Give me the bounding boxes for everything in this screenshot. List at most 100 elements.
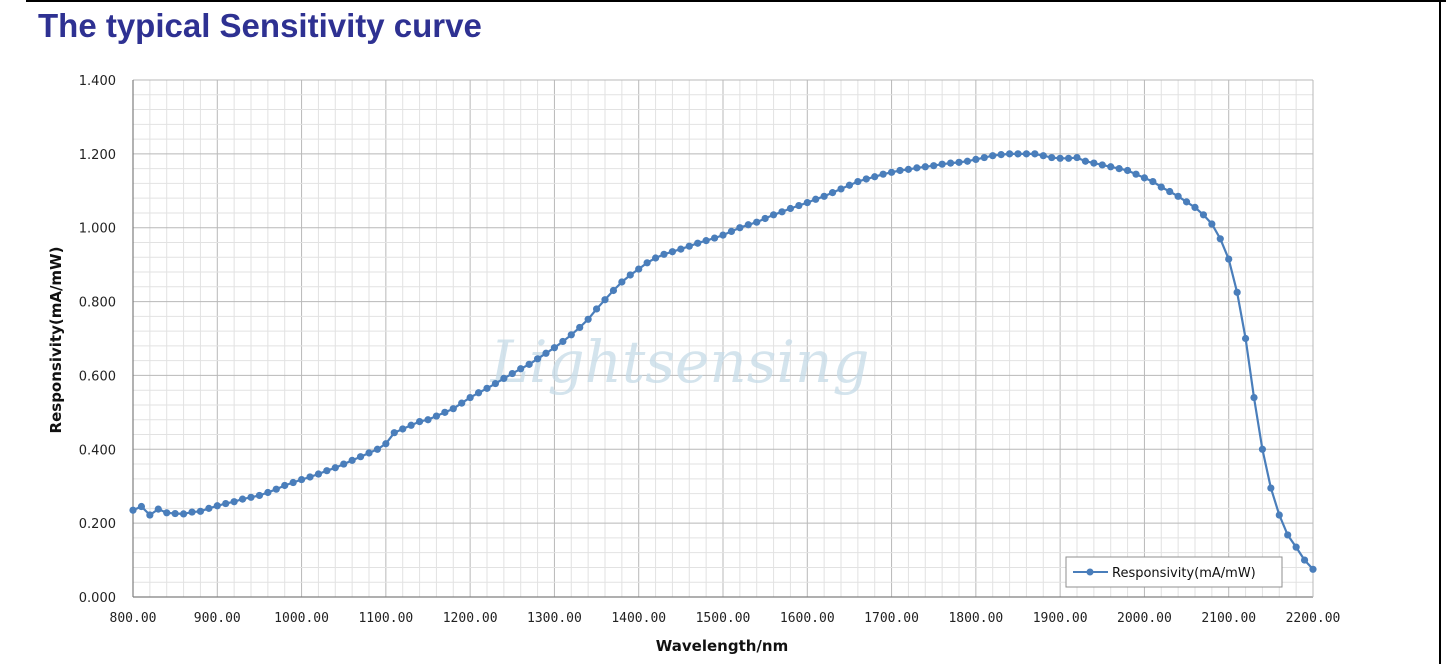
- data-point: [761, 214, 769, 223]
- data-point: [415, 417, 424, 426]
- x-tick-label: 2200.00: [1286, 611, 1341, 626]
- data-point: [719, 231, 727, 239]
- data-point: [837, 185, 845, 193]
- data-point: [1191, 203, 1199, 212]
- x-tick-label: 1800.00: [948, 611, 1003, 626]
- data-point: [1031, 150, 1039, 158]
- data-point: [213, 502, 221, 510]
- y-axis-title: Responsivity(mA/mW): [47, 247, 65, 434]
- x-tick-label: 1600.00: [780, 611, 835, 626]
- data-point: [1064, 154, 1073, 162]
- data-point: [980, 153, 988, 162]
- data-point: [812, 195, 820, 203]
- data-point: [635, 265, 643, 273]
- data-point: [803, 199, 811, 207]
- data-point: [449, 405, 457, 413]
- data-point: [474, 389, 483, 397]
- data-point: [222, 499, 230, 508]
- data-point: [1107, 163, 1115, 171]
- data-point: [297, 475, 306, 484]
- data-point: [1300, 556, 1309, 564]
- data-point: [373, 445, 382, 453]
- y-axis-ticks: 0.000 0.200 0.400 0.600 0.800 1.000 1.200 1.400: [79, 74, 116, 606]
- data-point: [517, 365, 525, 373]
- data-point: [795, 201, 803, 210]
- data-point: [1123, 166, 1132, 175]
- x-tick-label: 1100.00: [358, 611, 413, 626]
- data-point: [1149, 177, 1157, 186]
- data-point: [778, 208, 786, 216]
- data-point: [500, 374, 508, 382]
- y-tick-label: 0.800: [79, 296, 116, 311]
- data-point: [171, 509, 179, 518]
- data-point: [542, 349, 550, 357]
- data-point: [1140, 174, 1149, 182]
- data-point: [424, 416, 432, 424]
- data-point: [154, 505, 162, 513]
- data-point: [525, 360, 533, 368]
- data-point: [441, 408, 449, 416]
- data-point: [786, 204, 795, 213]
- data-point: [938, 160, 946, 168]
- x-tick-label: 1500.00: [696, 611, 751, 626]
- data-point: [694, 239, 702, 247]
- data-point: [1199, 211, 1208, 219]
- data-point: [1241, 334, 1250, 343]
- data-point: [1275, 511, 1283, 519]
- data-point: [845, 181, 854, 189]
- data-point: [146, 511, 154, 519]
- data-point: [643, 259, 651, 267]
- data-point: [710, 234, 719, 242]
- data-point: [458, 399, 466, 407]
- data-point: [323, 467, 331, 475]
- data-point: [677, 245, 685, 253]
- data-point: [1208, 220, 1216, 228]
- data-point: [1182, 198, 1191, 206]
- top-border-line: [26, 0, 1446, 2]
- data-point: [188, 508, 196, 516]
- data-point: [913, 164, 921, 172]
- data-point: [1250, 393, 1258, 402]
- data-point: [179, 510, 188, 518]
- data-point: [601, 296, 609, 304]
- data-point: [989, 152, 997, 160]
- data-point: [407, 421, 415, 429]
- data-point: [576, 323, 584, 332]
- y-tick-label: 0.200: [79, 517, 116, 532]
- watermark: Lightsensing: [489, 328, 869, 396]
- data-point: [904, 165, 913, 173]
- data-point: [196, 507, 205, 515]
- data-point: [921, 163, 929, 171]
- data-point: [651, 254, 660, 262]
- data-point: [340, 460, 348, 468]
- data-point: [871, 173, 879, 181]
- data-point: [390, 429, 398, 437]
- data-point: [1292, 543, 1300, 551]
- data-point: [1225, 255, 1233, 263]
- data-point: [1098, 161, 1106, 169]
- data-point: [1056, 154, 1064, 162]
- data-point: [432, 412, 441, 420]
- y-tick-label: 0.400: [79, 443, 116, 458]
- data-point: [255, 491, 264, 500]
- data-point: [828, 189, 837, 197]
- data-point: [1115, 165, 1123, 173]
- data-point: [584, 315, 592, 323]
- data-point: [314, 470, 323, 478]
- data-point: [508, 369, 516, 378]
- data-point: [1157, 183, 1165, 191]
- data-point: [1090, 159, 1098, 167]
- data-point: [744, 221, 752, 229]
- data-point: [1174, 192, 1182, 200]
- data-point: [1039, 152, 1047, 160]
- data-point: [963, 157, 972, 165]
- data-point: [1048, 153, 1056, 162]
- data-point: [753, 218, 761, 226]
- y-tick-label: 0.000: [79, 591, 116, 606]
- x-tick-label: 800.00: [110, 611, 157, 626]
- data-point: [550, 344, 559, 352]
- data-point: [854, 177, 862, 186]
- page-title: The typical Sensitivity curve: [38, 7, 482, 44]
- data-point: [129, 506, 137, 514]
